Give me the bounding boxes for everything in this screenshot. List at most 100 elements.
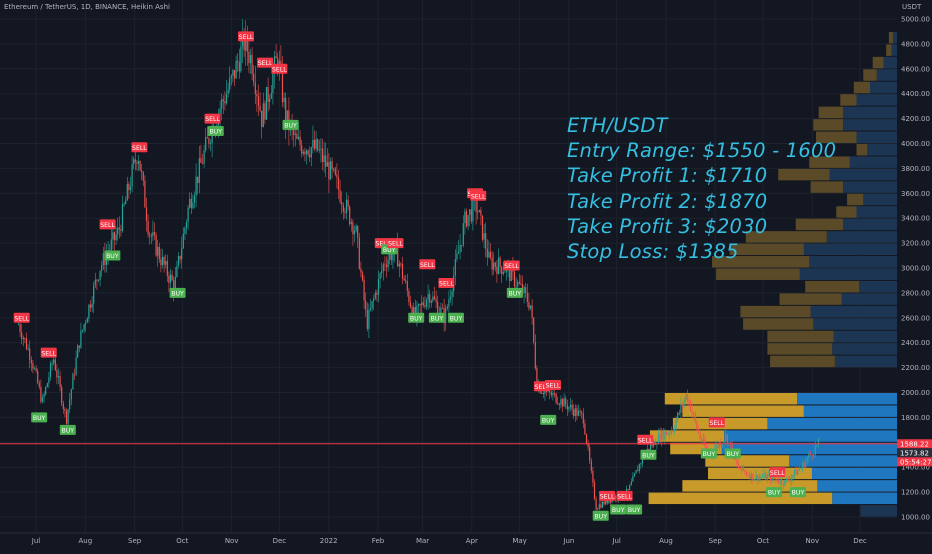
candle-body xyxy=(493,262,495,270)
candle-body xyxy=(440,307,442,314)
signal-badge xyxy=(428,312,445,323)
volume-bar-up xyxy=(778,168,830,181)
candle-body xyxy=(568,407,570,410)
candle-body xyxy=(561,399,564,407)
candle-body xyxy=(429,294,431,303)
candle-body xyxy=(728,442,730,444)
time-tick-label: Aug xyxy=(659,537,673,545)
candle-body xyxy=(656,443,658,445)
candle-body xyxy=(43,394,45,398)
candle-body xyxy=(563,398,565,407)
volume-bar-down xyxy=(817,480,897,492)
candle-body xyxy=(299,136,301,146)
candle-body xyxy=(45,387,47,395)
signal-badge xyxy=(408,312,425,323)
price-tick-label: 2200.00 xyxy=(901,364,930,372)
candle-body xyxy=(749,475,751,479)
candle-body xyxy=(355,226,357,231)
candle-body xyxy=(317,139,319,151)
signal-label: SELL xyxy=(14,315,29,322)
candle-body xyxy=(435,299,437,302)
price-tick-label: 3200.00 xyxy=(901,240,930,248)
price-label-bg xyxy=(897,439,932,449)
candle-body xyxy=(365,300,367,310)
candle-body xyxy=(776,478,778,482)
candle-body xyxy=(726,434,728,444)
candle-body xyxy=(797,470,799,475)
candle-body xyxy=(123,203,125,205)
signal-badge xyxy=(616,490,633,501)
price-label-bg xyxy=(897,457,932,467)
signal-label: SELL xyxy=(546,383,561,390)
volume-bar-up xyxy=(712,256,810,268)
candle-body xyxy=(550,392,552,396)
signal-label: SELL xyxy=(388,241,403,248)
signal-label: SELL xyxy=(617,493,632,500)
volume-bar-up xyxy=(649,430,725,442)
volume-bar-down xyxy=(832,343,897,355)
candle-body xyxy=(629,485,631,490)
signal-badge xyxy=(419,259,436,270)
candle-body xyxy=(88,304,90,319)
volume-bar-up xyxy=(682,405,804,417)
time-tick-label: Jul xyxy=(611,537,621,545)
signal-markers: SELLBUYSELLBUYSELLBUYSELLBUYSELLBUYSELLS… xyxy=(13,31,806,521)
candle-body xyxy=(509,265,511,282)
candle-body xyxy=(366,309,368,329)
candle-body xyxy=(657,433,660,444)
signal-badge xyxy=(169,287,186,298)
candle-body xyxy=(779,479,781,483)
sell-signal: SELL xyxy=(131,142,148,153)
candle-body xyxy=(296,133,298,139)
volume-bar-up xyxy=(863,69,877,81)
candle-body xyxy=(553,393,556,395)
volume-bar-down xyxy=(856,94,897,106)
buy-signal: BUY xyxy=(408,312,425,323)
candle-body xyxy=(69,399,71,410)
candle-body xyxy=(248,51,250,64)
volume-bar-up xyxy=(740,305,811,318)
candle-body xyxy=(99,270,101,280)
candle-body xyxy=(360,268,362,273)
candle-body xyxy=(33,368,36,370)
candle-body xyxy=(101,265,103,271)
volume-profile xyxy=(648,31,897,517)
candle-body xyxy=(577,410,580,416)
buy-signal: BUY xyxy=(610,504,627,515)
candle-body xyxy=(309,154,311,158)
candle-body xyxy=(389,253,391,260)
buy-signal: BUY xyxy=(169,287,186,298)
candle-body xyxy=(662,430,664,440)
time-tick-label: Apr xyxy=(466,537,478,545)
candle-body xyxy=(486,248,488,258)
candle-body xyxy=(321,148,324,163)
time-axis[interactable]: Jul Aug Sep Oct Nov Dec 2022 Feb Mar Apr May Jun Jul… xyxy=(0,532,932,545)
price-axis[interactable]: 1000.001200.001400.001600.001800.002000.… xyxy=(897,0,932,550)
candle-body xyxy=(62,403,64,409)
candle-body xyxy=(576,408,578,416)
sell-signal: SELL xyxy=(387,238,404,249)
signal-badge xyxy=(257,57,274,68)
volume-bar-up xyxy=(779,293,842,305)
candle-body xyxy=(153,232,156,235)
signal-label: SELL xyxy=(439,281,454,288)
price-tick-label: 2000.00 xyxy=(901,389,930,397)
candle-body xyxy=(693,412,695,415)
overlay-take-profit-3: Take Profit 3: $2030 xyxy=(567,214,768,238)
volume-bar-down xyxy=(829,168,897,181)
volume-bar-down xyxy=(843,119,897,131)
signal-label: SELL xyxy=(534,384,549,391)
candle-body xyxy=(304,151,306,155)
candle-body xyxy=(664,431,666,440)
candle-body xyxy=(137,160,140,164)
volume-bar-down xyxy=(856,131,897,143)
volume-bar-down xyxy=(867,144,897,156)
overlay-pair: ETH/USDT xyxy=(567,114,668,137)
candle-body xyxy=(417,304,420,306)
candle-body xyxy=(221,99,223,109)
signal-badge xyxy=(207,126,224,137)
candle-body xyxy=(310,147,312,158)
candle-body xyxy=(325,155,327,167)
buy-signal: BUY xyxy=(59,424,76,435)
